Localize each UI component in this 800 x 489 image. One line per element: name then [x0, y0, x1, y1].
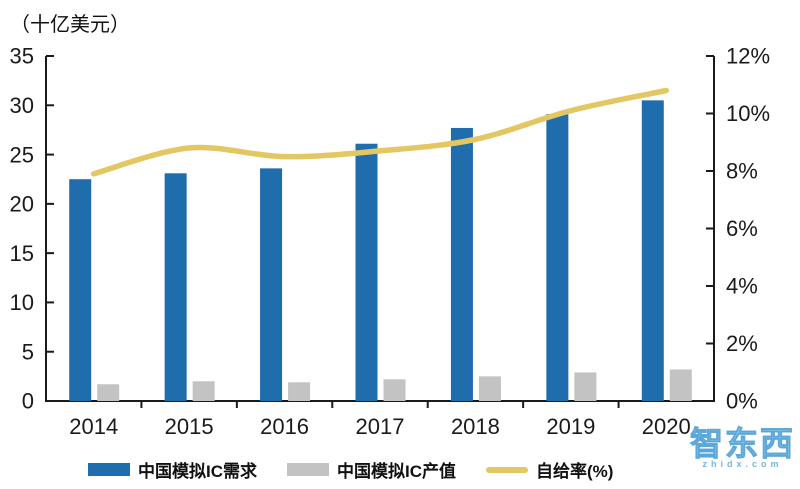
y-axis-right-tick-label: 10%: [726, 101, 770, 126]
bar-production: [478, 376, 501, 401]
legend-swatch-production-bar: [287, 463, 329, 476]
bar-production: [288, 382, 311, 401]
bar-demand: [450, 127, 473, 401]
x-axis-label: 2015: [165, 414, 214, 439]
bar-demand: [164, 173, 187, 401]
bar-demand: [355, 143, 378, 401]
watermark-url-text: zhidx.com: [702, 459, 783, 470]
legend-item-rate: 自给率(%): [486, 457, 613, 482]
x-axis-label: 2020: [642, 414, 691, 439]
line-self-sufficiency-rate: [90, 87, 670, 177]
y-axis-left-tick-label: 10: [10, 290, 34, 315]
y-axis-right-tick-label: 6%: [726, 216, 758, 241]
bar-demand: [546, 114, 569, 402]
bar-production: [574, 372, 597, 401]
bar-production: [383, 379, 406, 401]
bar-demand: [260, 168, 283, 401]
y-axis-right-tick-label: 4%: [726, 274, 758, 299]
y-axis-right-tick-label: 8%: [726, 159, 758, 184]
x-axis-label: 2016: [260, 414, 309, 439]
y-axis-right-tick-label: 12%: [726, 44, 770, 69]
y-axis-right-tick-label: 0%: [726, 389, 758, 414]
x-axis-label: 2018: [451, 414, 500, 439]
legend-label-production: 中国模拟IC产值: [337, 462, 456, 481]
legend: 中国模拟IC需求 中国模拟IC产值 自给率(%): [88, 457, 613, 482]
y-axis-left-tick-label: 20: [10, 192, 34, 217]
legend-item-production: 中国模拟IC产值: [287, 457, 456, 482]
bar-production: [669, 369, 692, 401]
y-axis-left-tick-label: 0: [22, 389, 34, 414]
bar-production: [192, 381, 215, 401]
legend-item-demand: 中国模拟IC需求: [88, 457, 257, 482]
x-axis-label: 2017: [356, 414, 405, 439]
legend-label-demand: 中国模拟IC需求: [138, 462, 257, 481]
legend-swatch-rate-line: [486, 466, 528, 473]
bar-demand: [641, 100, 664, 401]
y-axis-left-tick-label: 30: [10, 93, 34, 118]
bar-production: [97, 384, 120, 401]
chart-plot: 0 5 10 15 20 25 30 35 0% 2% 4% 6% 8% 10% 12% 2014 2015 20…: [10, 44, 771, 439]
y-axis-left-tick-label: 25: [10, 142, 34, 167]
y-axis-right-tick-label: 2%: [726, 331, 758, 356]
y-axis-left-tick-label: 15: [10, 241, 34, 266]
legend-label-rate: 自给率(%): [536, 462, 614, 481]
y-axis-unit-label: （十亿美元）: [10, 14, 130, 36]
y-axis-left-tick-label: 35: [10, 44, 34, 69]
bar-demand: [69, 179, 92, 401]
x-axis-label: 2014: [69, 414, 118, 439]
legend-swatch-demand-bar: [88, 463, 130, 476]
y-axis-left-tick-label: 5: [22, 339, 34, 364]
x-axis-label: 2019: [546, 414, 595, 439]
